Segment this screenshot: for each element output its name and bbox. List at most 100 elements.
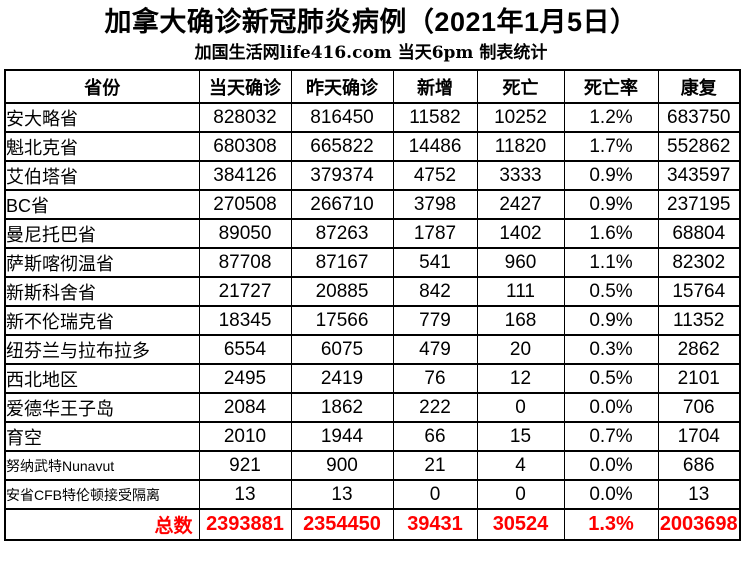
total-new-cases: 39431: [392, 508, 478, 541]
header-today-confirmed: 当天确诊: [198, 69, 292, 104]
table-row: 萨斯喀彻温省 87708 87167 541 960 1.1% 82302: [4, 247, 741, 278]
value-cell: 6554: [198, 334, 292, 365]
value-cell: 921: [198, 450, 292, 481]
value-cell: 1402: [476, 218, 565, 249]
value-cell: 87708: [198, 247, 292, 278]
value-cell: 0: [476, 392, 565, 423]
province-name-cell: 努纳武特Nunavut: [4, 450, 200, 481]
value-cell: 2084: [198, 392, 292, 423]
value-cell: 15764: [657, 276, 741, 307]
province-name-cell: 安大略省: [4, 102, 200, 133]
value-cell: 779: [392, 305, 478, 336]
value-cell: 87263: [290, 218, 394, 249]
value-cell: 1787: [392, 218, 478, 249]
value-cell: 0.3%: [563, 334, 659, 365]
value-cell: 20885: [290, 276, 394, 307]
value-cell: 2427: [476, 189, 565, 220]
header-recovered: 康复: [657, 69, 741, 104]
value-cell: 0.0%: [563, 392, 659, 423]
value-cell: 479: [392, 334, 478, 365]
value-cell: 842: [392, 276, 478, 307]
header-new-cases: 新增: [392, 69, 478, 104]
value-cell: 1944: [290, 421, 394, 452]
province-name-cell: BC省: [4, 189, 200, 220]
value-cell: 0.5%: [563, 276, 659, 307]
table-row: BC省 270508 266710 3798 2427 0.9% 237195: [4, 189, 741, 220]
value-cell: 1704: [657, 421, 741, 452]
value-cell: 665822: [290, 131, 394, 162]
table-row: 新斯科舍省 21727 20885 842 111 0.5% 15764: [4, 276, 741, 307]
value-cell: 4: [476, 450, 565, 481]
source-subtitle: 加国生活网life416.com 当天6pm 制表统计: [194, 43, 548, 63]
value-cell: 66: [392, 421, 478, 452]
total-deaths: 30524: [476, 508, 565, 541]
value-cell: 237195: [657, 189, 741, 220]
value-cell: 683750: [657, 102, 741, 133]
table-body: 安大略省 828032 816450 11582 10252 1.2% 683750 魁北克省…: [4, 102, 741, 510]
value-cell: 11352: [657, 305, 741, 336]
total-death-rate: 1.3%: [563, 508, 659, 541]
value-cell: 0.0%: [563, 450, 659, 481]
value-cell: 2862: [657, 334, 741, 365]
covid-stats-table: 省份 当天确诊 昨天确诊 新增 死亡 死亡率 康复 安大略省 828032 8164…: [4, 69, 741, 541]
value-cell: 1.2%: [563, 102, 659, 133]
value-cell: 343597: [657, 160, 741, 191]
value-cell: 168: [476, 305, 565, 336]
table-row: 魁北克省 680308 665822 14486 11820 1.7% 552862: [4, 131, 741, 162]
value-cell: 706: [657, 392, 741, 423]
header-deaths: 死亡: [476, 69, 565, 104]
value-cell: 816450: [290, 102, 394, 133]
value-cell: 0.0%: [563, 479, 659, 510]
value-cell: 0: [392, 479, 478, 510]
table-row: 艾伯塔省 384126 379374 4752 3333 0.9% 343597: [4, 160, 741, 191]
table-row: 曼尼托巴省 89050 87263 1787 1402 1.6% 68804: [4, 218, 741, 249]
value-cell: 686: [657, 450, 741, 481]
province-name-cell: 艾伯塔省: [4, 160, 200, 191]
value-cell: 2101: [657, 363, 741, 394]
value-cell: 0.5%: [563, 363, 659, 394]
value-cell: 1.7%: [563, 131, 659, 162]
value-cell: 2419: [290, 363, 394, 394]
value-cell: 379374: [290, 160, 394, 191]
value-cell: 21: [392, 450, 478, 481]
value-cell: 4752: [392, 160, 478, 191]
value-cell: 552862: [657, 131, 741, 162]
value-cell: 270508: [198, 189, 292, 220]
value-cell: 0.9%: [563, 189, 659, 220]
province-name-cell: 育空: [4, 421, 200, 452]
total-yesterday-confirmed: 2354450: [290, 508, 394, 541]
header-row: 省份 当天确诊 昨天确诊 新增 死亡 死亡率 康复: [4, 69, 741, 104]
value-cell: 20: [476, 334, 565, 365]
value-cell: 1.1%: [563, 247, 659, 278]
value-cell: 3798: [392, 189, 478, 220]
table-row: 西北地区 2495 2419 76 12 0.5% 2101: [4, 363, 741, 394]
value-cell: 2495: [198, 363, 292, 394]
value-cell: 0.9%: [563, 160, 659, 191]
value-cell: 6075: [290, 334, 394, 365]
province-name-cell: 魁北克省: [4, 131, 200, 162]
value-cell: 13: [290, 479, 394, 510]
value-cell: 384126: [198, 160, 292, 191]
header-death-rate: 死亡率: [563, 69, 659, 104]
value-cell: 21727: [198, 276, 292, 307]
total-row: 总数 2393881 2354450 39431 30524 1.3% 2003…: [4, 508, 741, 541]
value-cell: 0: [476, 479, 565, 510]
value-cell: 76: [392, 363, 478, 394]
province-name-cell: 新不伦瑞克省: [4, 305, 200, 336]
value-cell: 0.7%: [563, 421, 659, 452]
table-row: 纽芬兰与拉布拉多 6554 6075 479 20 0.3% 2862: [4, 334, 741, 365]
value-cell: 680308: [198, 131, 292, 162]
value-cell: 12: [476, 363, 565, 394]
value-cell: 68804: [657, 218, 741, 249]
value-cell: 13: [657, 479, 741, 510]
value-cell: 10252: [476, 102, 565, 133]
total-label: 总数: [4, 508, 200, 541]
value-cell: 900: [290, 450, 394, 481]
table-row: 安省CFB特伦顿接受隔离 13 13 0 0 0.0% 13: [4, 479, 741, 510]
table-row: 爱德华王子岛 2084 1862 222 0 0.0% 706: [4, 392, 741, 423]
value-cell: 14486: [392, 131, 478, 162]
value-cell: 0.9%: [563, 305, 659, 336]
total-recovered: 2003698: [657, 508, 741, 541]
value-cell: 11820: [476, 131, 565, 162]
value-cell: 828032: [198, 102, 292, 133]
